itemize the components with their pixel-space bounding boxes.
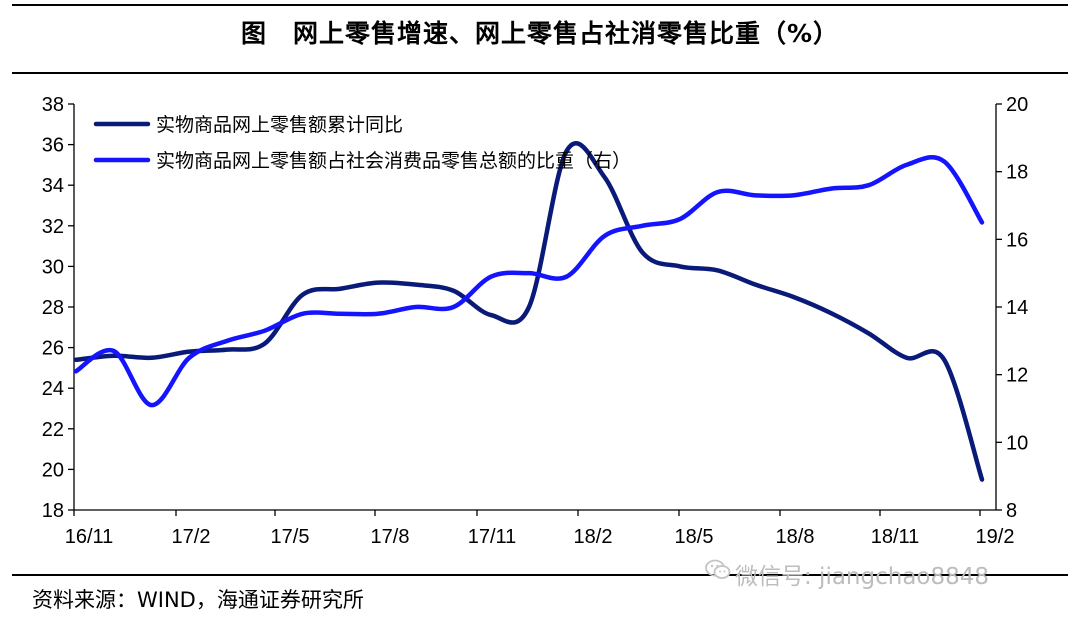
- x-tick-label: 18/2: [574, 526, 613, 548]
- y-right-tick-label: 14: [1006, 297, 1028, 319]
- chart-title: 图 网上零售增速、网上零售占社消零售比重（%）: [240, 19, 840, 48]
- wechat-icon: [705, 559, 731, 579]
- y-left-tick-label: 24: [42, 378, 64, 400]
- source-note: 资料来源：WIND，海通证券研究所: [32, 588, 364, 612]
- y-left-tick-label: 20: [42, 459, 64, 481]
- y-left-tick-label: 30: [42, 256, 64, 278]
- series-line-share-right: [73, 155, 985, 408]
- x-tick-label: 19/2: [976, 526, 1015, 548]
- x-tick-label: 18/5: [675, 526, 714, 548]
- y-left-tick-label: 38: [42, 94, 64, 116]
- x-tick-label: 18/8: [776, 526, 815, 548]
- x-tick-label: 18/11: [871, 526, 920, 548]
- legend-label: 实物商品网上零售额占社会消费品零售总额的比重（右）: [156, 150, 631, 172]
- y-right-tick-label: 20: [1006, 94, 1028, 116]
- y-left-tick-label: 26: [42, 338, 64, 360]
- y-right-tick-label: 18: [1006, 162, 1028, 184]
- y-left-tick-label: 28: [42, 297, 64, 319]
- y-right-tick-label: 8: [1006, 500, 1017, 522]
- y-left-tick-label: 34: [42, 175, 64, 197]
- chart-axes: 18 20 22 24 26 28 30 32 34 36 38 8 10 12 14 16 18 20 16/11…: [42, 94, 1029, 548]
- x-tick-label: 16/11: [65, 526, 114, 548]
- y-left-tick-label: 36: [42, 135, 64, 157]
- legend-label: 实物商品网上零售额累计同比: [156, 114, 403, 136]
- y-left-tick-label: 22: [42, 419, 64, 441]
- top-rule: [12, 4, 1068, 6]
- x-tick-label: 17/5: [271, 526, 310, 548]
- series-line-yoy-growth: [73, 141, 985, 482]
- y-right-tick-label: 16: [1006, 229, 1028, 251]
- title-rule: [12, 72, 1068, 74]
- x-tick-label: 17/11: [468, 526, 517, 548]
- x-tick-label: 17/8: [371, 526, 410, 548]
- bottom-rule: [12, 574, 1068, 576]
- y-left-tick-label: 32: [42, 216, 64, 238]
- line-chart: 18 20 22 24 26 28 30 32 34 36 38 8 10 12 14 16 18 20 16/11…: [42, 94, 1029, 548]
- x-tick-label: 17/2: [172, 526, 211, 548]
- chart-lines: [73, 141, 985, 482]
- y-right-tick-label: 12: [1006, 365, 1028, 387]
- y-left-tick-label: 18: [42, 500, 64, 522]
- y-right-tick-label: 10: [1006, 432, 1028, 454]
- watermark-text: 微信号: jiangchao8848: [735, 564, 990, 590]
